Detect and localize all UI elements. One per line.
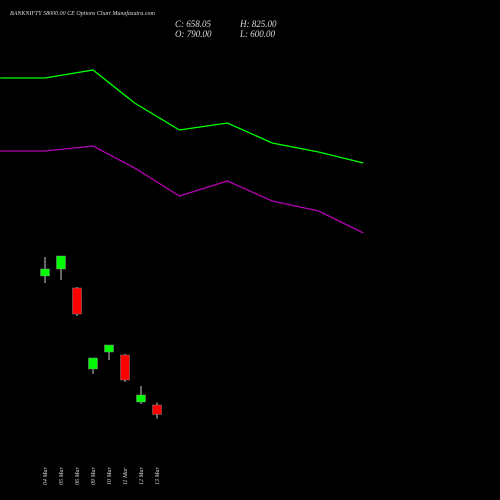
close-label: C: 658.05 <box>175 19 212 29</box>
average-line <box>0 69 364 164</box>
average-line <box>0 145 364 234</box>
chart-title: BANKNIFTY 58000.00 CE Options Chart Muna… <box>10 10 156 17</box>
candle-body <box>56 255 66 270</box>
x-tick-label: 10 Mar <box>107 467 113 485</box>
candle-body <box>136 394 146 403</box>
x-tick-label: 12 Mar <box>139 467 145 485</box>
candle-body <box>152 404 162 415</box>
x-tick-label: 09 Mar <box>91 467 97 485</box>
candle-body <box>72 287 82 315</box>
x-tick-label: 11 Mar <box>123 467 129 485</box>
candle-body <box>120 354 130 381</box>
candle-body <box>88 357 98 370</box>
x-tick-label: 05 Mar <box>59 467 65 485</box>
candle-body <box>104 344 114 353</box>
x-tick-label: 06 Mar <box>75 467 81 485</box>
low-label: L: 600.00 <box>239 29 276 39</box>
open-label: O: 790.00 <box>175 29 212 39</box>
high-label: H: 825.00 <box>239 19 277 29</box>
x-tick-label: 13 Mar <box>155 467 161 485</box>
x-tick-label: 04 Mar <box>42 467 49 485</box>
candle-body <box>40 268 50 277</box>
